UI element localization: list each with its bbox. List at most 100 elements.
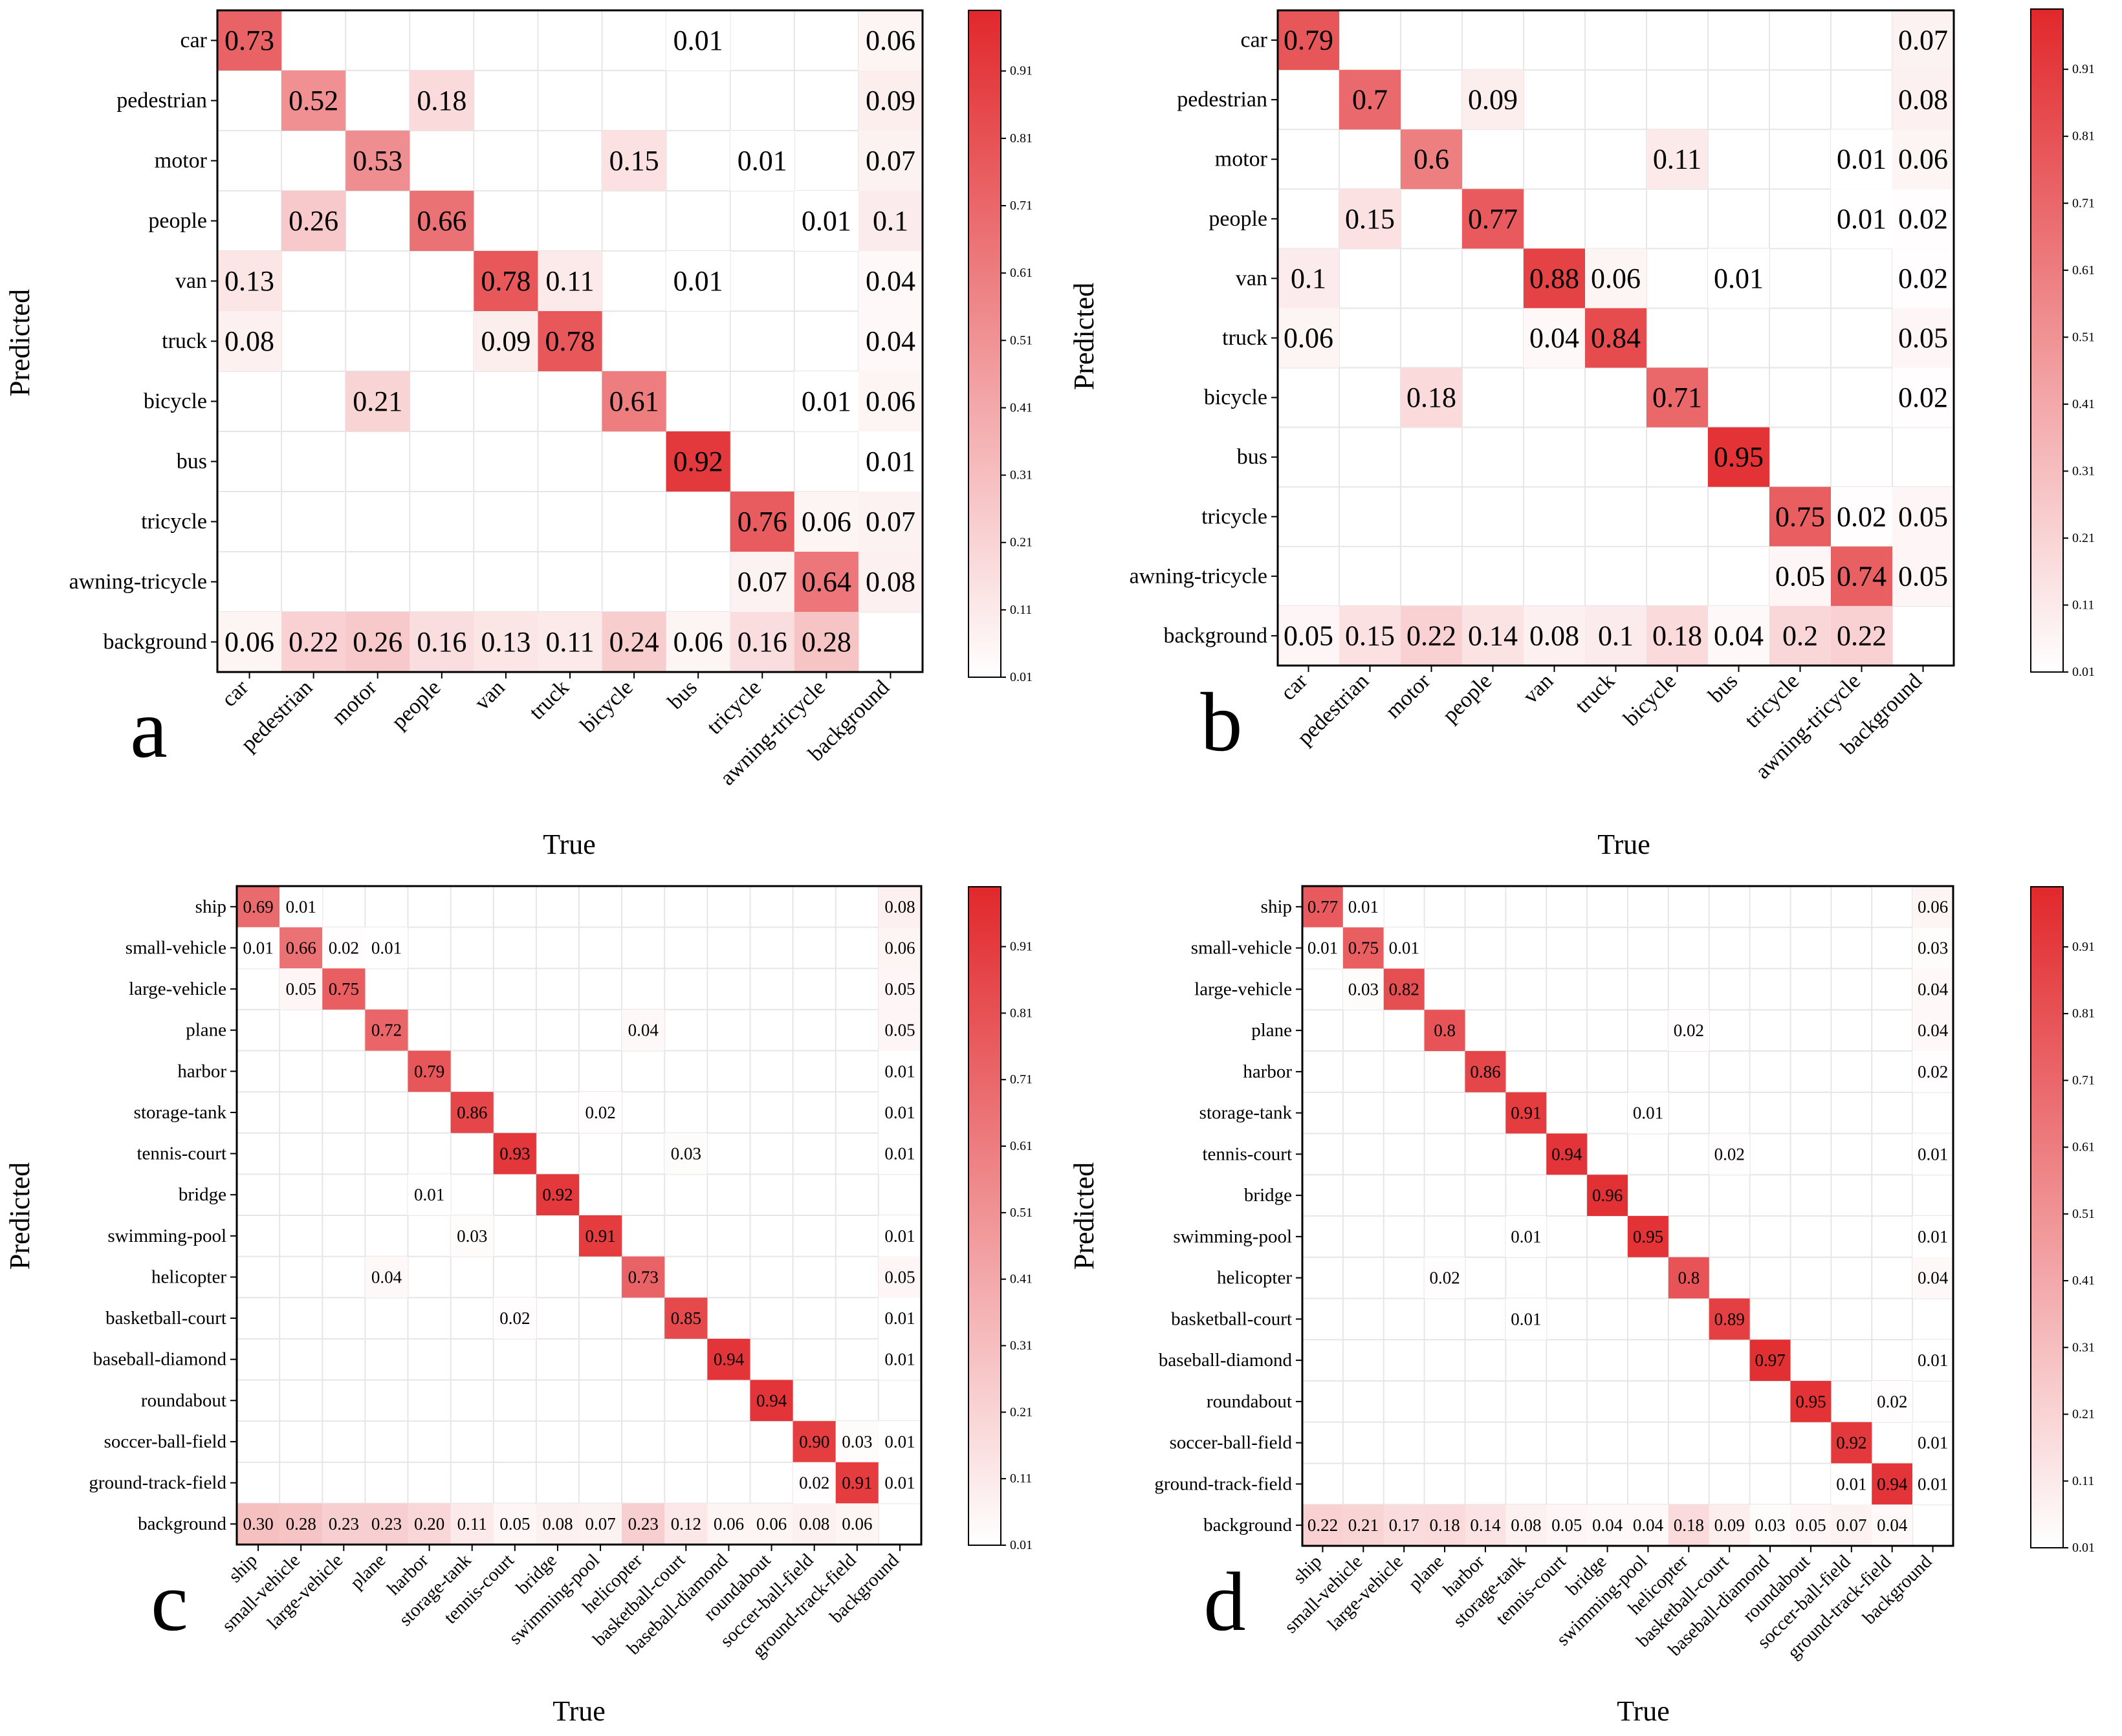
cell-value-label: 0.30 xyxy=(243,1514,273,1534)
heatmap-cell xyxy=(1912,968,1953,1010)
heatmap-cell xyxy=(410,71,474,131)
cell-value-label: 0.06 xyxy=(884,938,915,957)
heatmap-cell xyxy=(1401,129,1462,190)
y-axis-title: Predicted xyxy=(1068,1162,1100,1270)
cell-value-label: 0.01 xyxy=(1836,1474,1866,1493)
heatmap-cell xyxy=(1424,1010,1465,1051)
heatmap-cell xyxy=(237,1503,280,1545)
heatmap-cell xyxy=(1339,70,1401,130)
heatmap-cell xyxy=(1628,1092,1668,1134)
heatmap-cell xyxy=(1383,927,1425,969)
heatmap-cell xyxy=(279,927,323,969)
colorbar-tick-label: 0.71 xyxy=(1010,1072,1033,1087)
cell-value-label: 0.04 xyxy=(1918,1268,1949,1288)
y-tick-label: tricycle xyxy=(1201,505,1267,528)
cell-value-label: 0.01 xyxy=(1918,1433,1948,1453)
heatmap-cell xyxy=(1912,1216,1953,1257)
cell-value-label: 0.05 xyxy=(884,1267,915,1286)
heatmap-cell xyxy=(1302,886,1343,928)
cell-value-label: 0.03 xyxy=(671,1144,701,1164)
cell-value-label: 0.11 xyxy=(545,265,594,297)
heatmap-cell xyxy=(1831,486,1892,547)
heatmap-cell xyxy=(1465,1051,1506,1092)
heatmap-cell xyxy=(707,1338,750,1380)
cell-value-label: 0.15 xyxy=(1345,620,1395,651)
colorbar-tick-label: 0.21 xyxy=(1010,1405,1033,1419)
y-tick-label: ship xyxy=(1261,896,1292,917)
heatmap-cell xyxy=(878,886,921,928)
y-tick-label: motor xyxy=(155,149,208,173)
cell-value-label: 0.75 xyxy=(1775,501,1825,532)
heatmap-cell xyxy=(1872,1504,1913,1546)
y-tick-label: background xyxy=(1163,624,1267,647)
heatmap-cell xyxy=(750,1380,793,1422)
heatmap-cell xyxy=(666,10,730,71)
heatmap-cell xyxy=(1505,1298,1547,1340)
heatmap-cell xyxy=(410,191,474,251)
cell-value-label: 0.05 xyxy=(499,1514,530,1534)
cell-value-label: 0.75 xyxy=(1348,939,1379,958)
heatmap-cell xyxy=(579,1503,622,1545)
heatmap-cell xyxy=(858,191,923,251)
cell-value-label: 0.2 xyxy=(1782,620,1818,651)
heatmap-cell xyxy=(279,886,323,928)
heatmap-cell xyxy=(450,1215,494,1257)
heatmap-cell xyxy=(730,612,794,672)
heatmap-cell xyxy=(237,886,280,928)
heatmap-cell xyxy=(579,1215,622,1257)
cell-value-label: 0.18 xyxy=(417,85,466,116)
cell-value-label: 0.92 xyxy=(1836,1433,1866,1453)
cell-value-label: 0.26 xyxy=(353,626,402,658)
x-axis-title: True xyxy=(552,1695,606,1727)
heatmap-cell xyxy=(1831,546,1892,606)
heatmap-cell xyxy=(878,1421,921,1462)
panel-letter: b xyxy=(1201,676,1243,769)
heatmap-cell xyxy=(1892,189,1954,249)
cell-value-label: 0.28 xyxy=(286,1514,316,1534)
cell-value-label: 0.72 xyxy=(371,1021,402,1040)
cell-value-label: 0.18 xyxy=(1652,620,1702,651)
heatmap-cell xyxy=(1646,367,1708,428)
heatmap-cell xyxy=(664,1297,708,1339)
cell-value-label: 0.18 xyxy=(1674,1515,1704,1535)
cell-value-label: 0.53 xyxy=(353,145,402,177)
colorbar-tick-label: 0.81 xyxy=(1010,1006,1033,1020)
cell-value-label: 0.04 xyxy=(1714,620,1764,651)
heatmap-cell xyxy=(279,968,323,1010)
y-tick-label: soccer-ball-field xyxy=(104,1431,227,1452)
colorbar-tick-label: 0.01 xyxy=(2072,665,2095,679)
colorbar-tick-label: 0.71 xyxy=(2072,1073,2095,1087)
cell-value-label: 0.23 xyxy=(329,1514,359,1534)
heatmap-cell xyxy=(1708,248,1769,309)
heatmap-cell xyxy=(1831,189,1892,249)
colorbar-tick-label: 0.01 xyxy=(2072,1541,2095,1555)
heatmap-cell xyxy=(1709,1298,1750,1340)
y-axis-title: Predicted xyxy=(4,289,36,396)
cell-value-label: 0.07 xyxy=(866,145,915,177)
heatmap-cell xyxy=(538,612,602,672)
heatmap-cell xyxy=(408,1174,451,1215)
heatmap-cell xyxy=(835,1503,879,1545)
heatmap-cell xyxy=(1708,605,1769,666)
y-tick-label: plane xyxy=(1251,1020,1292,1041)
y-tick-label: people xyxy=(1209,207,1267,231)
y-tick-label: helicopter xyxy=(151,1266,226,1287)
heatmap-cell xyxy=(1342,1504,1384,1546)
cell-value-label: 0.21 xyxy=(1348,1515,1379,1535)
heatmap-cell xyxy=(1646,605,1708,666)
colorbar-gradient xyxy=(2030,8,2064,673)
colorbar-tick-label: 0.21 xyxy=(2072,531,2095,545)
cell-value-label: 0.95 xyxy=(1795,1392,1826,1411)
cell-value-label: 0.95 xyxy=(1633,1227,1663,1246)
cell-value-label: 0.01 xyxy=(802,205,851,237)
cell-value-label: 0.01 xyxy=(414,1185,444,1204)
heatmap-cell xyxy=(666,251,730,311)
heatmap-cell xyxy=(1465,1504,1506,1546)
cell-value-label: 0.78 xyxy=(481,265,530,297)
cell-value-label: 0.07 xyxy=(738,566,787,598)
x-axis-title: True xyxy=(1597,829,1650,860)
cell-value-label: 0.05 xyxy=(884,979,915,999)
heatmap-cell xyxy=(1912,1340,1953,1381)
y-tick-label: large-vehicle xyxy=(1194,979,1292,999)
cell-value-label: 0.01 xyxy=(1918,1351,1948,1370)
